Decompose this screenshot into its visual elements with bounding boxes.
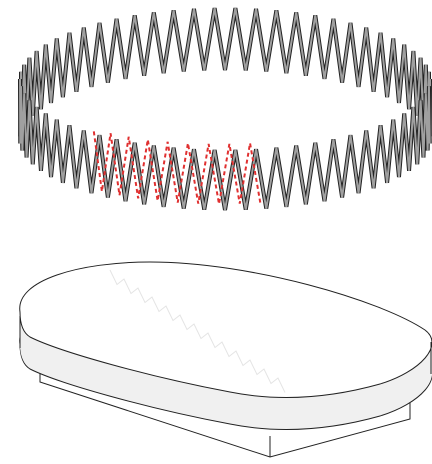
spring-front — [18, 78, 432, 211]
cushion-top — [19, 261, 432, 399]
highlight-zigzag — [92, 129, 262, 205]
spring-back — [18, 7, 432, 137]
highlight-line — [92, 129, 262, 205]
spring-outline — [18, 7, 432, 137]
spring-wire — [19, 78, 431, 211]
spring-wire — [19, 7, 431, 137]
cushion-pattern — [109, 269, 286, 393]
cushion — [19, 261, 432, 431]
